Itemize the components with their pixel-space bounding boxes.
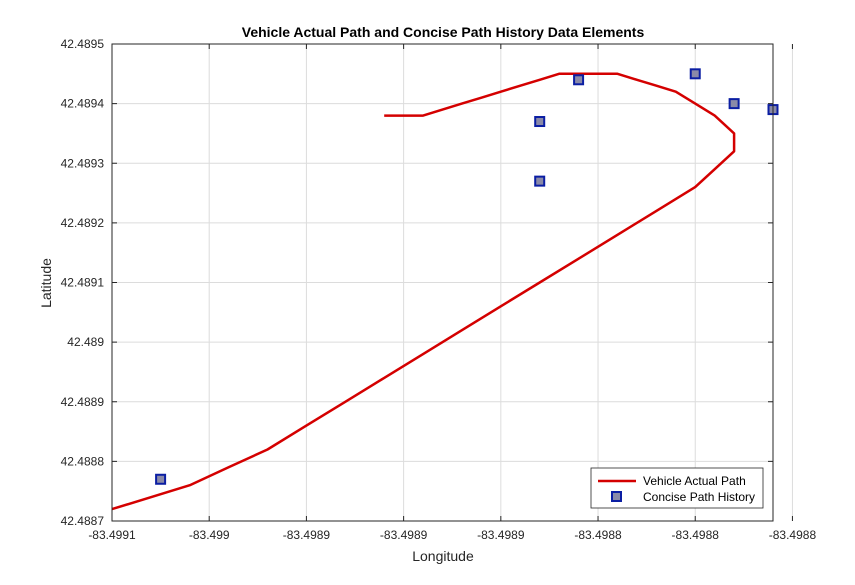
concise-path-history-point bbox=[155, 473, 167, 485]
x-tick-label: -83.4991 bbox=[88, 528, 136, 542]
y-tick-label: 42.4893 bbox=[61, 156, 105, 170]
x-tick-label: -83.4988 bbox=[574, 528, 622, 542]
y-tick-label: 42.4889 bbox=[61, 395, 105, 409]
x-axis-label: Longitude bbox=[412, 548, 474, 564]
legend-marker-swatch bbox=[611, 491, 622, 502]
concise-path-history-point bbox=[728, 98, 740, 110]
x-tick-label: -83.4988 bbox=[672, 528, 720, 542]
y-axis-label: Latitude bbox=[38, 258, 54, 308]
legend-entry-concise-path-history: Concise Path History bbox=[643, 490, 755, 504]
tick-labels: -83.4991 -83.499 -83.4989 -83.4989 -83.4989 -… bbox=[61, 37, 817, 542]
series-layer bbox=[111, 68, 779, 511]
y-tick-label: 42.4895 bbox=[61, 37, 105, 51]
y-tick-label: 42.4891 bbox=[61, 276, 105, 290]
y-tick-label: 42.4887 bbox=[61, 514, 105, 528]
concise-path-history-point bbox=[573, 74, 585, 86]
chart-title: Vehicle Actual Path and Concise Path His… bbox=[242, 24, 645, 40]
legend: Vehicle Actual Path Concise Path History bbox=[590, 467, 764, 509]
x-tick-label: -83.4989 bbox=[380, 528, 428, 542]
x-tick-label: -83.4988 bbox=[769, 528, 817, 542]
y-tick-label: 42.4888 bbox=[61, 454, 105, 468]
x-tick-label: -83.499 bbox=[189, 528, 230, 542]
concise-path-history-point bbox=[689, 68, 701, 80]
concise-path-history-point bbox=[534, 116, 546, 128]
legend-entry-vehicle-actual-path: Vehicle Actual Path bbox=[643, 474, 746, 488]
y-tick-label: 42.4894 bbox=[61, 97, 105, 111]
y-tick-label: 42.489 bbox=[67, 335, 104, 349]
x-tick-label: -83.4989 bbox=[477, 528, 525, 542]
x-tick-label: -83.4989 bbox=[283, 528, 331, 542]
series-line-vehicle-actual-path bbox=[111, 72, 736, 511]
y-tick-label: 42.4892 bbox=[61, 216, 105, 230]
concise-path-history-point bbox=[534, 175, 546, 187]
